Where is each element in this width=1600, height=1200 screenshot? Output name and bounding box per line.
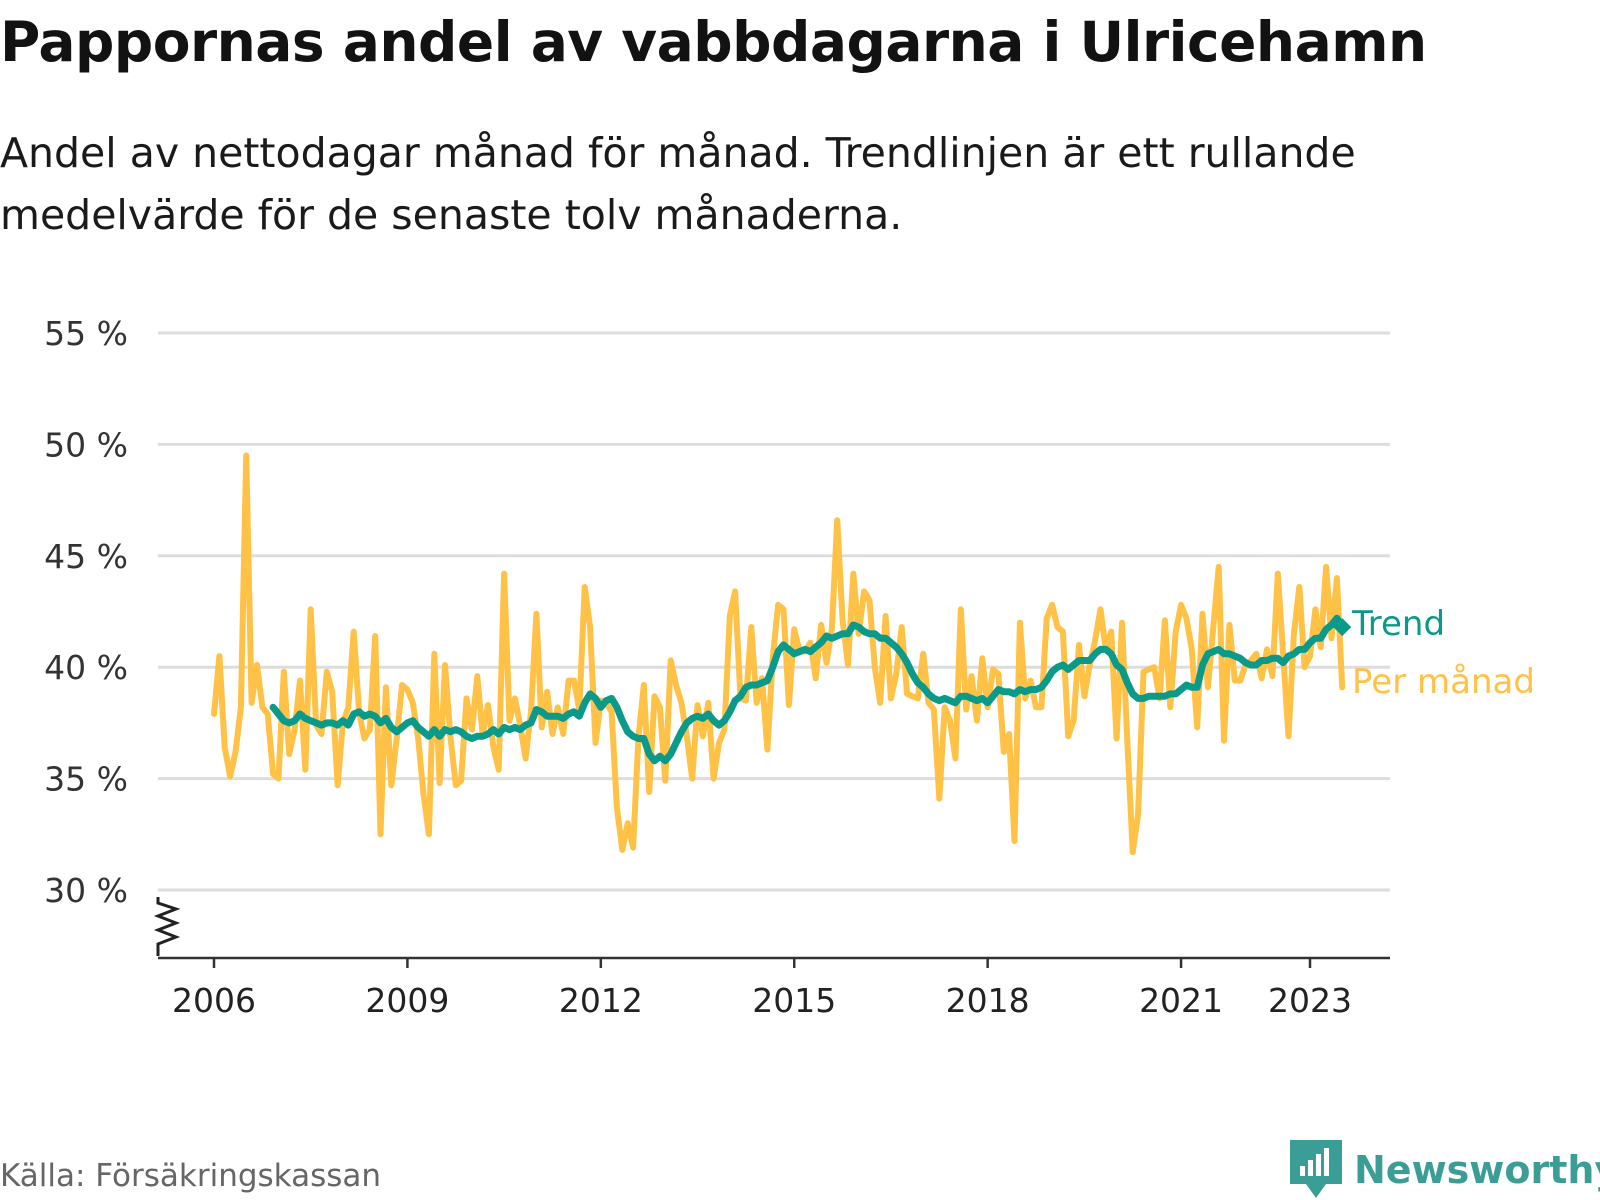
x-tick-label: 2023 [1268, 981, 1352, 1020]
x-tick-label: 2015 [752, 981, 836, 1020]
y-tick-label: 40 % [44, 648, 128, 687]
series-lines [211, 452, 1352, 856]
x-tick-label: 2006 [172, 981, 256, 1020]
legend: Trend Per månad [1351, 604, 1535, 702]
logo-wordmark: Newsworthy [1354, 1148, 1600, 1192]
y-tick-label: 55 % [44, 314, 128, 353]
legend-label-trend: Trend [1351, 604, 1445, 644]
y-axis-tick-labels: 30 % 35 % 40 % 45 % 50 % 55 % [44, 314, 128, 910]
y-tick-label: 30 % [44, 871, 128, 910]
gridlines [158, 331, 1390, 892]
x-axis-tick-labels: 2006 2009 2012 2015 2018 2021 2023 [172, 958, 1352, 1020]
x-tick-label: 2021 [1139, 981, 1223, 1020]
y-tick-label: 45 % [44, 537, 128, 576]
x-tick-label: 2018 [946, 981, 1030, 1020]
y-tick-label: 50 % [44, 425, 128, 464]
newsworthy-bar-chart-icon [1290, 1140, 1342, 1198]
chart-subtitle: Andel av nettodagar månad för månad. Tre… [0, 129, 1356, 239]
trend-end-marker [1333, 618, 1352, 637]
y-tick-label: 35 % [44, 760, 128, 799]
source-note: Källa: Försäkringskassan [0, 1158, 382, 1194]
x-axis [153, 897, 1390, 960]
axis-break-icon [153, 897, 181, 956]
legend-label-per-manad: Per månad [1352, 662, 1535, 702]
chart-title: Pappornas andel av vabbdagarna i Ulriceh… [0, 10, 1427, 74]
series-line-trend [269, 614, 1346, 765]
series-line-per-manad [211, 452, 1346, 856]
x-tick-label: 2009 [365, 981, 449, 1020]
newsworthy-logo: Newsworthy [1290, 1140, 1600, 1200]
x-tick-label: 2012 [559, 981, 643, 1020]
